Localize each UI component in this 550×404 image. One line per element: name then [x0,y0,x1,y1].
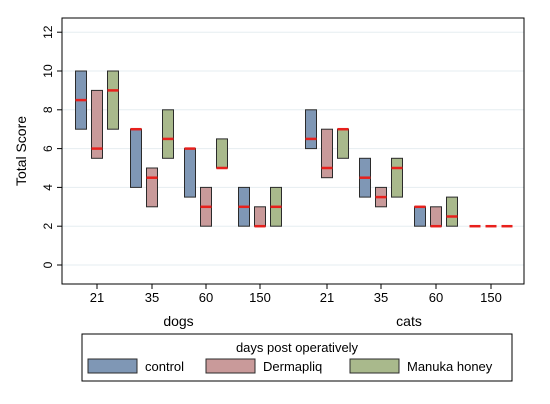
x-tick-label: 35 [145,290,159,305]
x-tick-label: 150 [249,290,271,305]
y-tick-label: 12 [41,25,55,39]
y-tick-label: 6 [41,145,55,152]
group-label-dogs: dogs [163,313,193,329]
legend-label-manuka-honey: Manuka honey [407,359,493,374]
legend-swatch-manuka-honey [349,358,400,374]
legend: days post operatively control Dermapliq Ma… [81,333,513,382]
x-tick-label: 21 [320,290,334,305]
box-dermapliq-dogs-21 [91,89,103,159]
legend-label-control: control [145,359,184,374]
legend-label-dermapliq: Dermapliq [263,359,322,374]
x-tick-label: 21 [90,290,104,305]
y-axis-label: Total Score [13,116,29,186]
boxes [75,70,513,228]
box-control-dogs-60 [184,148,196,198]
x-tick-label: 60 [199,290,213,305]
box-control-dogs-35 [130,128,142,188]
box-manuka-honey-dogs-60 [216,138,228,169]
group-label-cats: cats [396,313,422,329]
box-dermapliq-cats-60 [430,206,442,227]
x-tick-label: 60 [429,290,443,305]
box-control-cats-21 [305,109,317,150]
box-manuka-honey-cats-60 [446,196,458,227]
legend-box [81,333,513,382]
y-tick-label: 8 [41,106,55,113]
y-tick-label: 0 [41,261,55,268]
box-dermapliq-dogs-35 [146,167,158,208]
box-manuka-honey-dogs-21 [107,70,119,130]
box-dermapliq-dogs-150 [254,206,266,227]
plot-area [61,17,525,285]
box-dermapliq-cats-21 [321,128,333,179]
x-tick-label: 35 [374,290,388,305]
y-tick-label: 2 [41,223,55,230]
y-tick-label: 10 [41,64,55,78]
legend-title: days post operatively [236,340,359,355]
box-manuka-honey-cats-21 [337,128,349,159]
box-manuka-honey-dogs-35 [162,109,174,159]
legend-items: control Dermapliq Manuka honey [87,358,493,374]
legend-swatch-dermapliq [205,358,256,374]
legend-swatch-control [87,358,138,374]
x-tick-label: 150 [480,290,502,305]
box-manuka-honey-cats-35 [391,157,403,198]
y-tick-label: 4 [41,184,55,191]
y-axis: 0 2 4 6 8 10 12 [41,25,62,268]
x-axis: 21 35 60 150 dogs 21 35 60 150 cats [90,284,502,329]
box-control-cats-60 [414,206,426,227]
